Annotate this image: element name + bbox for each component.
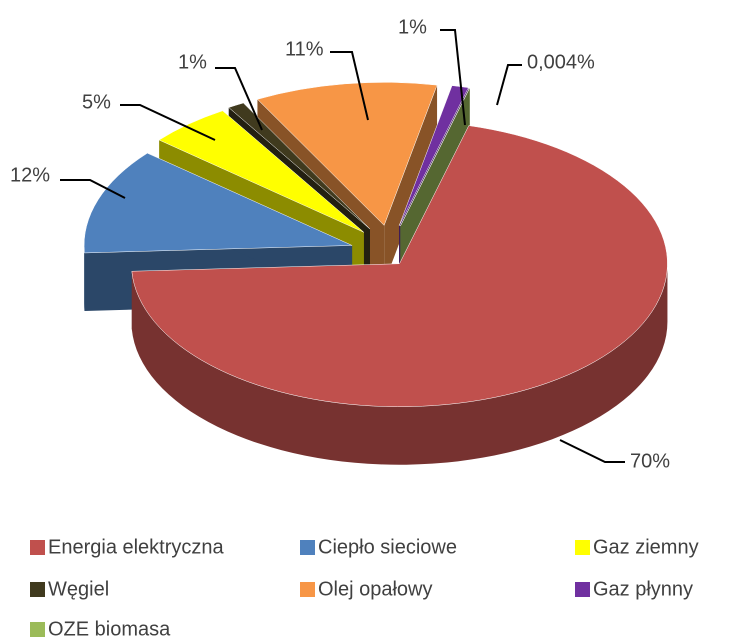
- leader-line: [215, 67, 263, 131]
- legend-swatch: [30, 582, 45, 597]
- data-label: 70%: [630, 450, 670, 472]
- legend-swatch: [30, 540, 45, 555]
- legend-label: Węgiel: [48, 578, 109, 600]
- legend-label: Ciepło sieciowe: [318, 536, 457, 558]
- data-label: 0,004%: [527, 51, 595, 73]
- legend-label: Energia elektryczna: [48, 536, 225, 558]
- legend-label: Gaz ziemny: [593, 536, 699, 558]
- slice: [228, 102, 371, 230]
- leader-line: [60, 179, 126, 199]
- legend-swatch: [30, 622, 45, 637]
- slice: [83, 152, 353, 254]
- data-label: 5%: [82, 91, 111, 113]
- slice: [158, 110, 365, 233]
- leader-line: [330, 51, 369, 121]
- slice: [256, 82, 438, 226]
- legend-label: Gaz płynny: [593, 578, 693, 600]
- legend-swatch: [575, 540, 590, 555]
- data-label: 1%: [178, 51, 207, 73]
- legend-swatch: [575, 582, 590, 597]
- data-label: 12%: [10, 164, 50, 186]
- leader-line: [120, 104, 216, 141]
- leader-line: [496, 64, 522, 106]
- slice: [131, 125, 668, 407]
- data-label: 11%: [285, 38, 324, 60]
- slice-wall: [384, 85, 438, 284]
- data-label: 1%: [398, 16, 427, 38]
- leader-line: [559, 439, 625, 463]
- leader-line: [440, 29, 466, 126]
- slice-outer-wall: [131, 263, 668, 465]
- legend-label: Olej opałowy: [318, 578, 433, 600]
- legend-label: OZE biomasa: [48, 618, 171, 640]
- slice: [400, 87, 471, 227]
- legend-swatch: [300, 540, 315, 555]
- legend-swatch: [300, 582, 315, 597]
- slice-tops: [83, 82, 668, 407]
